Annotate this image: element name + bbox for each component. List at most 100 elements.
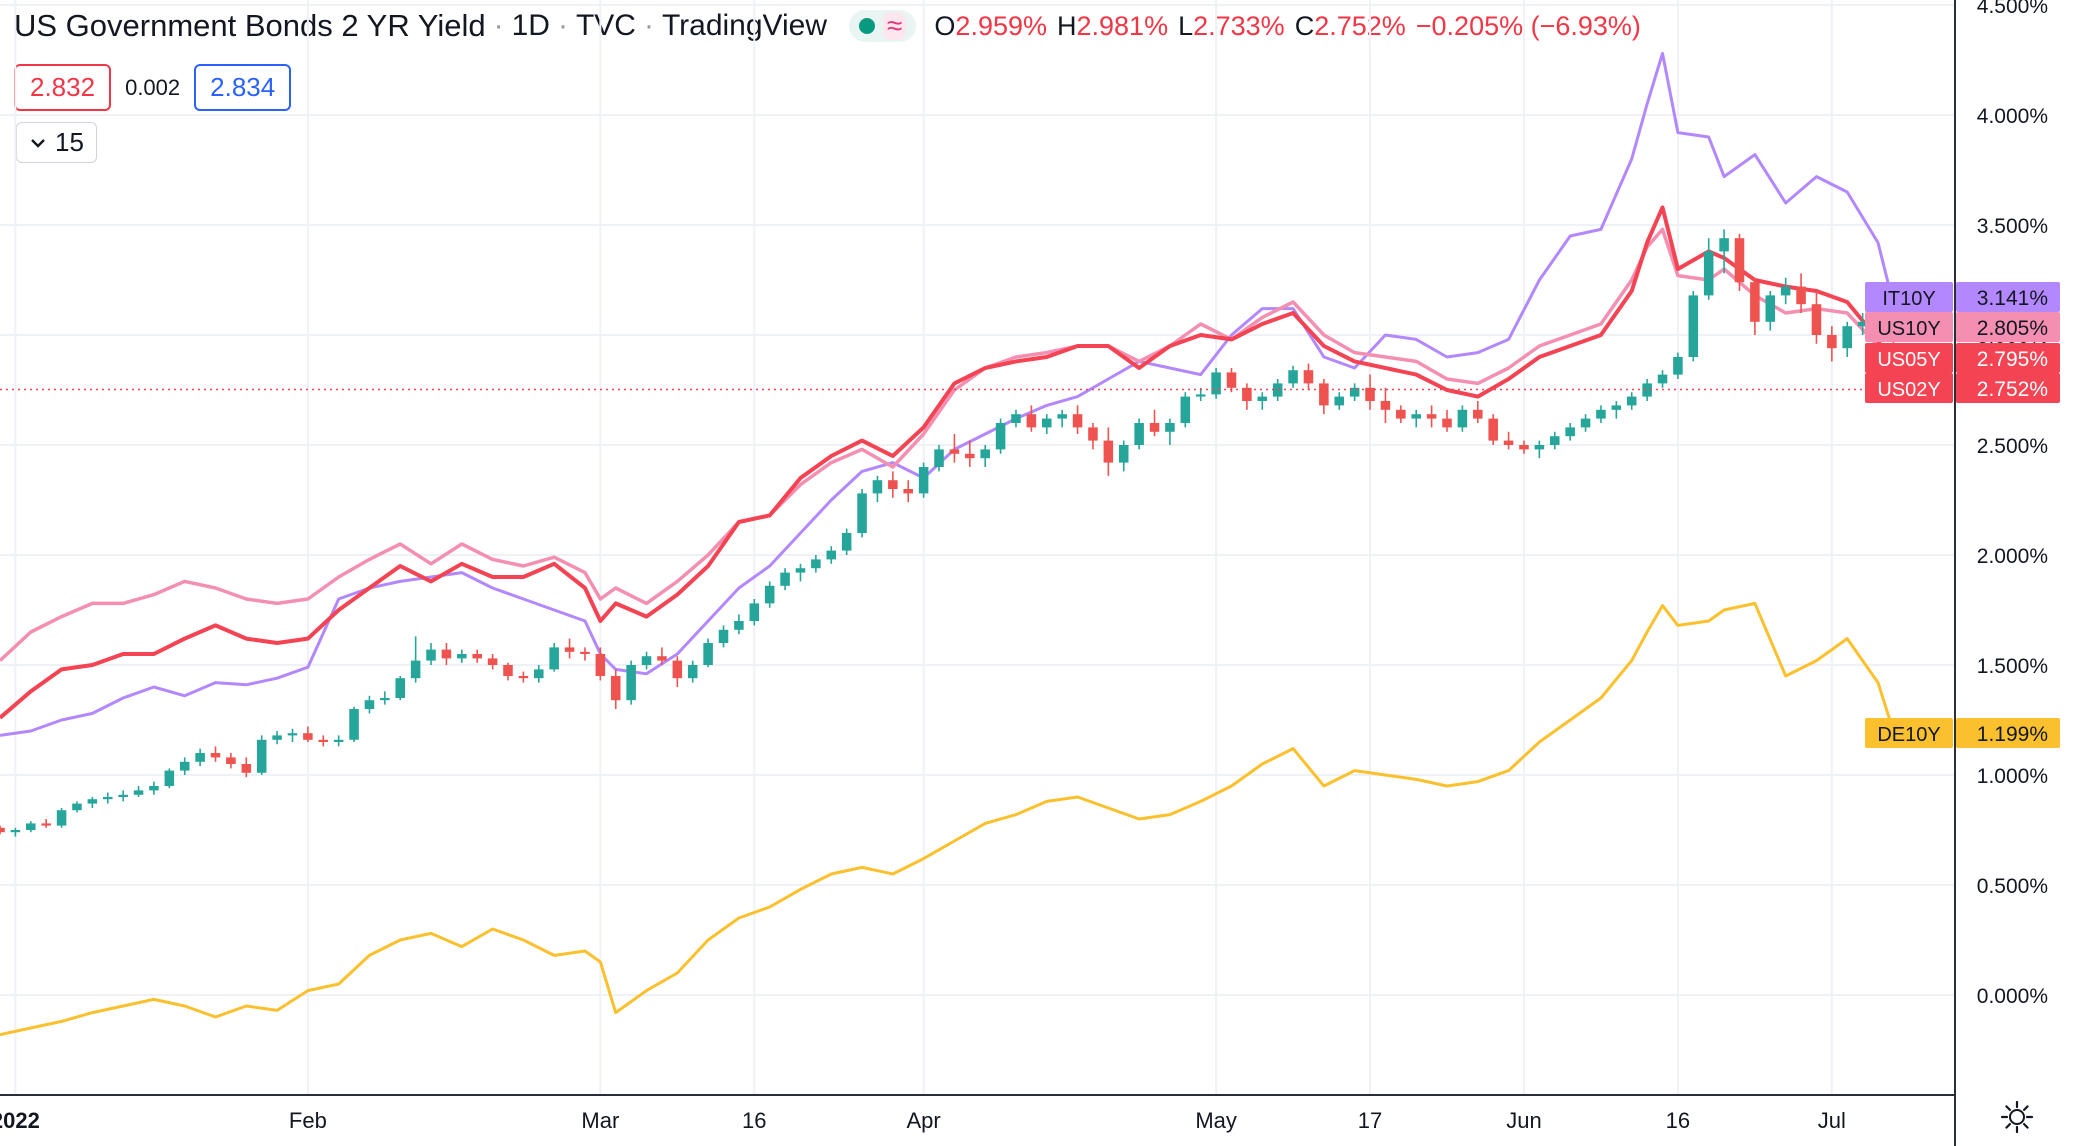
candle[interactable] — [333, 735, 344, 747]
candle[interactable] — [1827, 326, 1837, 362]
candle[interactable] — [872, 475, 883, 503]
candle[interactable] — [210, 746, 221, 762]
candle[interactable] — [1072, 405, 1083, 434]
candle[interactable] — [1750, 277, 1760, 335]
candle[interactable] — [1580, 414, 1591, 432]
candle[interactable] — [1226, 368, 1237, 393]
candle[interactable] — [1457, 405, 1468, 432]
candle[interactable] — [811, 555, 821, 573]
series-label-us10y[interactable]: US10Y 2.805% — [1865, 312, 2060, 342]
candle[interactable] — [1303, 363, 1314, 390]
candle[interactable] — [1519, 440, 1529, 454]
candle[interactable] — [965, 440, 975, 467]
series-line-us05y[interactable] — [0, 205, 1896, 720]
series-line-de10y[interactable] — [0, 601, 1895, 1037]
candle[interactable] — [1134, 418, 1144, 450]
candle[interactable] — [980, 445, 990, 467]
candle[interactable] — [749, 599, 760, 626]
candle[interactable] — [1334, 392, 1345, 410]
candle[interactable] — [1719, 229, 1729, 274]
series-label-it10y[interactable]: IT10Y 3.141% — [1865, 282, 2060, 312]
candle[interactable] — [364, 695, 375, 714]
candle[interactable] — [1426, 405, 1437, 428]
candle[interactable] — [595, 647, 606, 681]
candle[interactable] — [564, 638, 575, 659]
candle[interactable] — [1041, 414, 1052, 434]
candle[interactable] — [0, 825, 5, 835]
candle[interactable] — [1011, 409, 1021, 428]
candle[interactable] — [395, 676, 406, 701]
candle[interactable] — [1288, 365, 1298, 388]
candle[interactable] — [1118, 440, 1129, 472]
candle[interactable] — [1673, 352, 1683, 379]
candle[interactable] — [841, 528, 852, 555]
candle[interactable] — [734, 614, 744, 635]
candle[interactable] — [703, 638, 713, 668]
candle[interactable] — [1565, 423, 1575, 441]
candle[interactable] — [1272, 379, 1283, 401]
candle[interactable] — [26, 821, 36, 833]
candle[interactable] — [534, 665, 544, 683]
compare-wave-icon[interactable]: ≈ — [883, 12, 907, 40]
candle[interactable] — [1165, 418, 1175, 445]
settings-gear-icon[interactable] — [2000, 1100, 2034, 1134]
candle[interactable] — [1473, 401, 1483, 423]
candle[interactable] — [1088, 423, 1098, 450]
candle[interactable] — [1626, 392, 1637, 410]
candle[interactable] — [1396, 405, 1406, 423]
candle[interactable] — [256, 735, 267, 775]
series-line-us10y[interactable] — [0, 227, 1895, 662]
candle[interactable] — [1149, 409, 1160, 437]
indicators-toggle-button[interactable]: 15 — [16, 122, 97, 163]
interval-label[interactable]: 1D — [511, 9, 550, 42]
candle[interactable] — [580, 647, 590, 661]
candle[interactable] — [1811, 291, 1822, 344]
candle[interactable] — [164, 768, 175, 789]
candle[interactable] — [287, 728, 298, 742]
candle[interactable] — [1611, 401, 1622, 419]
candle[interactable] — [179, 757, 190, 775]
candle[interactable] — [610, 669, 621, 709]
candle[interactable] — [1057, 409, 1067, 428]
candle[interactable] — [72, 801, 82, 813]
candle[interactable] — [1688, 291, 1699, 362]
candle[interactable] — [1365, 374, 1375, 410]
candle[interactable] — [626, 660, 636, 705]
candle[interactable] — [318, 735, 329, 747]
candle[interactable] — [903, 480, 914, 503]
candle[interactable] — [441, 643, 452, 665]
candle[interactable] — [102, 792, 113, 804]
candle[interactable] — [826, 546, 837, 564]
candle[interactable] — [1442, 409, 1452, 432]
candle[interactable] — [1026, 405, 1037, 432]
candle[interactable] — [1180, 392, 1191, 428]
candle[interactable] — [857, 489, 867, 538]
market-status[interactable]: ≈ — [849, 10, 917, 42]
candle[interactable] — [518, 671, 529, 683]
candle[interactable] — [795, 563, 806, 582]
candle[interactable] — [1549, 431, 1560, 450]
candle[interactable] — [503, 662, 513, 681]
series-label-us05y[interactable]: US05Y 2.795% — [1865, 343, 2060, 373]
candle[interactable] — [87, 797, 98, 808]
candle[interactable] — [10, 827, 21, 837]
candle[interactable] — [149, 781, 159, 795]
candle[interactable] — [1842, 321, 1853, 357]
candle[interactable] — [934, 445, 944, 472]
candle[interactable] — [780, 568, 790, 591]
candle[interactable] — [380, 691, 390, 705]
candle[interactable] — [1780, 277, 1791, 305]
candle[interactable] — [133, 786, 144, 797]
candle[interactable] — [641, 651, 652, 670]
buy-button[interactable]: 2.834 — [194, 64, 292, 111]
candle[interactable] — [426, 643, 436, 665]
candle[interactable] — [657, 647, 667, 665]
candle[interactable] — [687, 660, 698, 683]
candle[interactable] — [1257, 392, 1268, 410]
candle[interactable] — [272, 731, 282, 745]
candle[interactable] — [672, 656, 683, 687]
candle[interactable] — [1765, 291, 1776, 331]
candle[interactable] — [1796, 273, 1806, 313]
candle[interactable] — [1319, 379, 1329, 415]
